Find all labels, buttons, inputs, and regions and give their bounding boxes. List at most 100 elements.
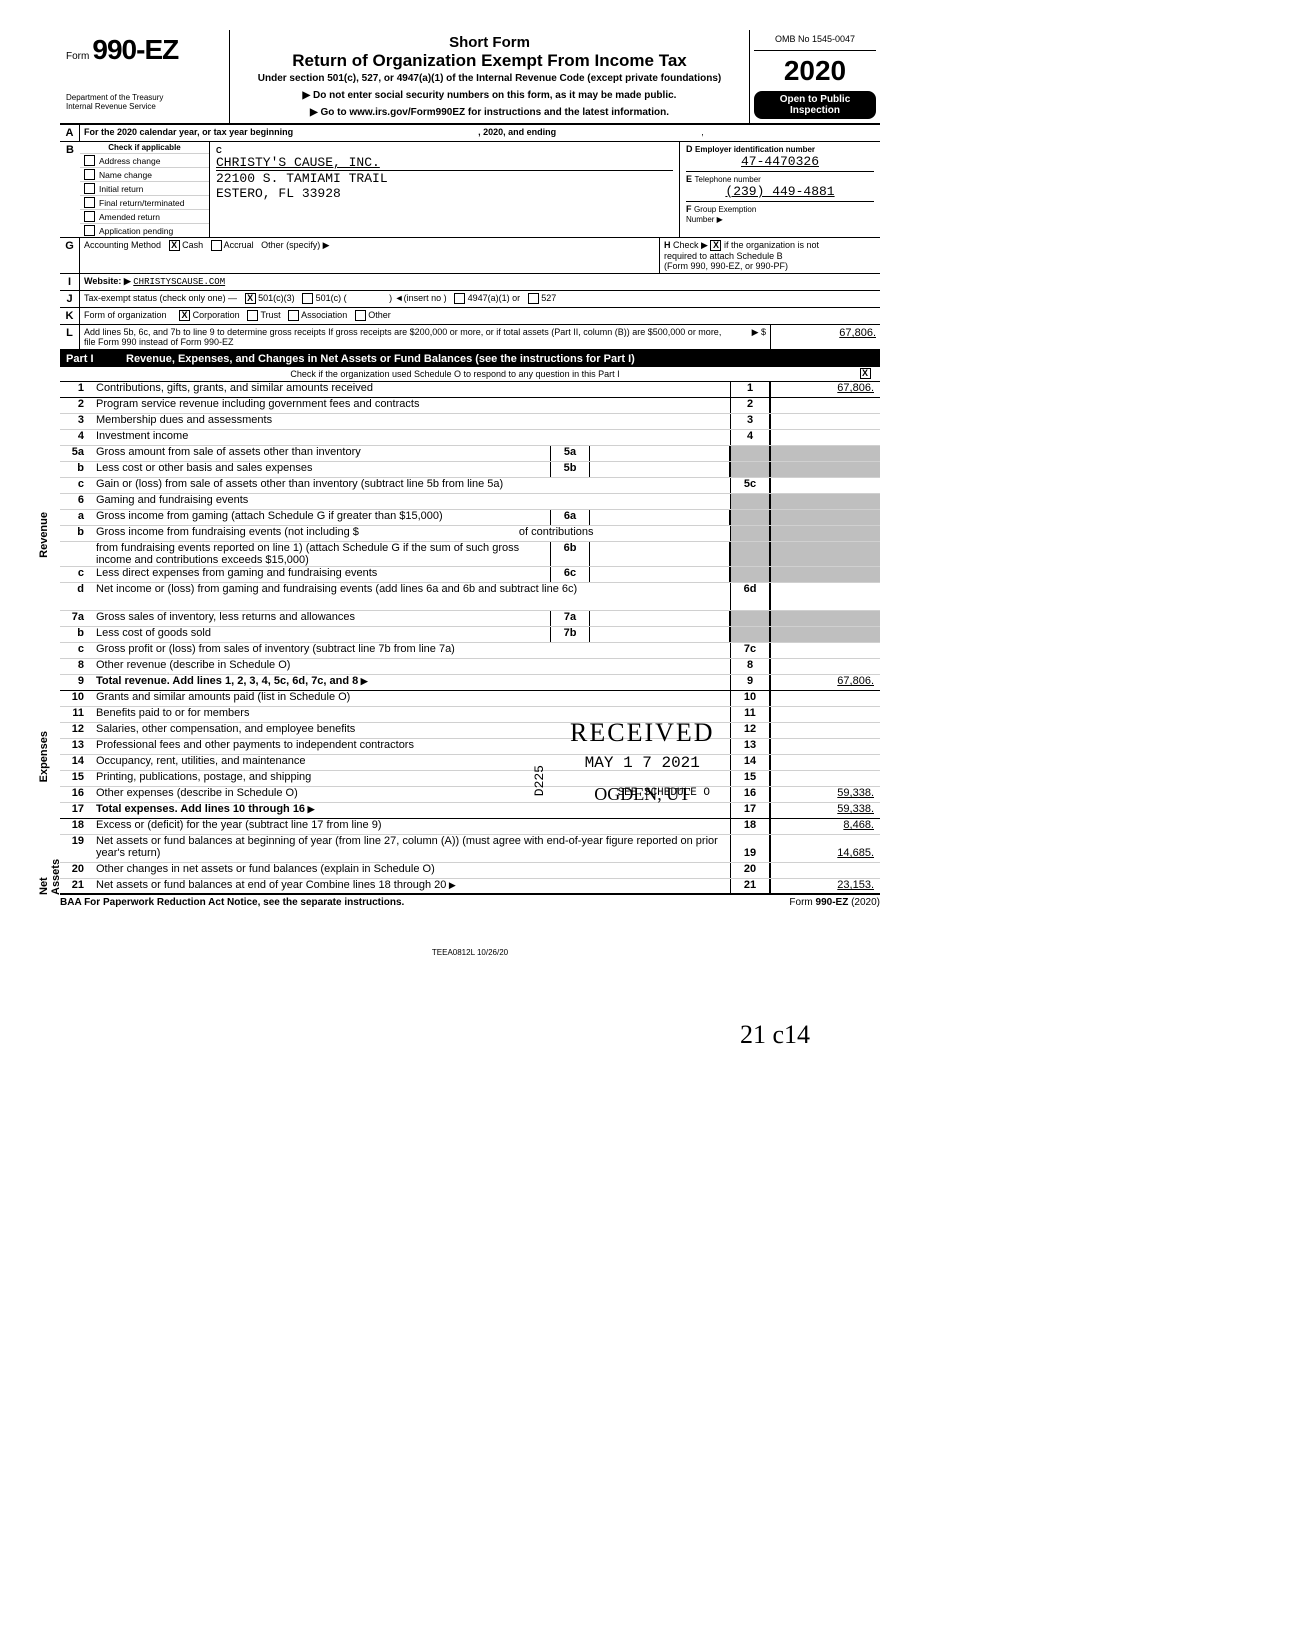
cb-4947[interactable] — [454, 293, 465, 304]
footer: BAA For Paperwork Reduction Act Notice, … — [60, 897, 880, 908]
website-val: CHRISTYSCAUSE.COM — [133, 277, 225, 287]
acct-text: Accounting Method — [84, 240, 161, 250]
t15: Printing, publications, postage, and shi… — [92, 771, 730, 786]
cb-initial-return[interactable] — [84, 183, 95, 194]
label-l: L — [60, 325, 80, 349]
cb-501c3[interactable] — [245, 293, 256, 304]
f-text2: Number ▶ — [686, 215, 723, 224]
label-g: G — [60, 238, 80, 273]
v10 — [770, 691, 880, 706]
cb-schedule-o[interactable] — [860, 368, 871, 379]
no-ssn-line: Do not enter social security numbers on … — [238, 90, 741, 101]
cb-assoc[interactable] — [288, 310, 299, 321]
v6d — [770, 583, 880, 610]
cb-527[interactable] — [528, 293, 539, 304]
mb6b: 6b — [550, 542, 590, 566]
n13: 13 — [60, 739, 92, 754]
t11: Benefits paid to or for members — [92, 707, 730, 722]
t10: Grants and similar amounts paid (list in… — [92, 691, 730, 706]
t12: Salaries, other compensation, and employ… — [92, 723, 730, 738]
accrual-label: Accrual — [224, 240, 254, 250]
l-body: Add lines 5b, 6c, and 7b to line 9 to de… — [84, 327, 721, 347]
cb-app-pending[interactable] — [84, 225, 95, 236]
mb6a: 6a — [550, 510, 590, 525]
form-of-org: Form of organization Corporation Trust A… — [80, 308, 880, 324]
cb-name-change[interactable] — [84, 169, 95, 180]
ein-phone-block: D Employer identification number 47-4470… — [680, 142, 880, 237]
corp-label: Corporation — [193, 310, 240, 320]
mv7b — [590, 627, 730, 642]
n5a: 5a — [60, 446, 92, 461]
n9: 9 — [60, 675, 92, 690]
t7b: Less cost of goods sold — [92, 627, 550, 642]
t18: Excess or (deficit) for the year (subtra… — [92, 819, 730, 834]
b16: 16 — [730, 787, 770, 802]
label-j: J — [60, 291, 80, 307]
opt4: 527 — [541, 293, 556, 303]
t6b2: of contributions — [519, 526, 594, 538]
n6d: d — [60, 583, 92, 610]
n7a: 7a — [60, 611, 92, 626]
t6d: Net income or (loss) from gaming and fun… — [92, 583, 730, 610]
header-center: Short Form Return of Organization Exempt… — [230, 30, 750, 123]
n5c: c — [60, 478, 92, 493]
shv6 — [770, 494, 880, 509]
cb-label-4: Amended return — [99, 212, 160, 222]
t17: Total expenses. Add lines 10 through 16 — [92, 803, 730, 818]
shv7a — [770, 611, 880, 626]
scanned-stamp: SCANNED MAY 1 9 2022 — [0, 480, 1, 687]
v21: 23,153. — [770, 879, 880, 893]
e-text: Telephone number — [695, 175, 761, 184]
sh6c — [730, 567, 770, 582]
n10: 10 — [60, 691, 92, 706]
form-header: Form 990-EZ Department of the Treasury I… — [60, 30, 880, 125]
cb-label-5: Application pending — [99, 226, 173, 236]
ein: 47-4470326 — [686, 154, 874, 169]
addr1: 22100 S. TAMIAMI TRAIL — [216, 170, 673, 186]
n3: 3 — [60, 414, 92, 429]
cb-label-3: Final return/terminated — [99, 198, 185, 208]
revenue-section: Revenue 1Contributions, gifts, grants, a… — [60, 382, 880, 691]
dept-treasury: Department of the Treasury Internal Reve… — [66, 94, 223, 112]
v13 — [770, 739, 880, 754]
name-address-block: C CHRISTY'S CAUSE, INC. 22100 S. TAMIAMI… — [210, 142, 680, 237]
h-block: H Check ▶ if the organization is not req… — [660, 238, 880, 273]
t6b3: from fundraising events reported on line… — [92, 542, 550, 566]
assoc-label: Association — [301, 310, 347, 320]
mv6c — [590, 567, 730, 582]
opt2b: ) ◄(insert no ) — [389, 293, 446, 303]
n12: 12 — [60, 723, 92, 738]
mb5b: 5b — [550, 462, 590, 477]
label-d: D — [686, 144, 693, 154]
mb7a: 7a — [550, 611, 590, 626]
goto-line: Go to www.irs.gov/Form990EZ for instruct… — [238, 107, 741, 118]
row-g: G Accounting Method Cash Accrual Other (… — [60, 238, 880, 274]
row-a-mid: , 2020, and ending — [478, 127, 556, 137]
n15: 15 — [60, 771, 92, 786]
t7a: Gross sales of inventory, less returns a… — [92, 611, 550, 626]
cb-accrual[interactable] — [211, 240, 222, 251]
title-main: Return of Organization Exempt From Incom… — [238, 51, 741, 71]
cb-501c[interactable] — [302, 293, 313, 304]
cb-trust[interactable] — [247, 310, 258, 321]
t5a: Gross amount from sale of assets other t… — [92, 446, 550, 461]
cb-corp[interactable] — [179, 310, 190, 321]
part1-title: Revenue, Expenses, and Changes in Net As… — [126, 353, 635, 365]
v20 — [770, 863, 880, 878]
cb-cash[interactable] — [169, 240, 180, 251]
cb-schedule-b[interactable] — [710, 240, 721, 251]
t6b1: Gross income from fundraising events (no… — [96, 526, 359, 538]
cb-other-org[interactable] — [355, 310, 366, 321]
b5c: 5c — [730, 478, 770, 493]
v14 — [770, 755, 880, 770]
cb-amended[interactable] — [84, 211, 95, 222]
cb-address-change[interactable] — [84, 155, 95, 166]
b10: 10 — [730, 691, 770, 706]
open-pub-2: Inspection — [790, 105, 840, 116]
n6a: a — [60, 510, 92, 525]
label-e: E — [686, 174, 692, 184]
cb-final-return[interactable] — [84, 197, 95, 208]
v8 — [770, 659, 880, 674]
header-left: Form 990-EZ Department of the Treasury I… — [60, 30, 230, 123]
sh6b0 — [730, 526, 770, 541]
